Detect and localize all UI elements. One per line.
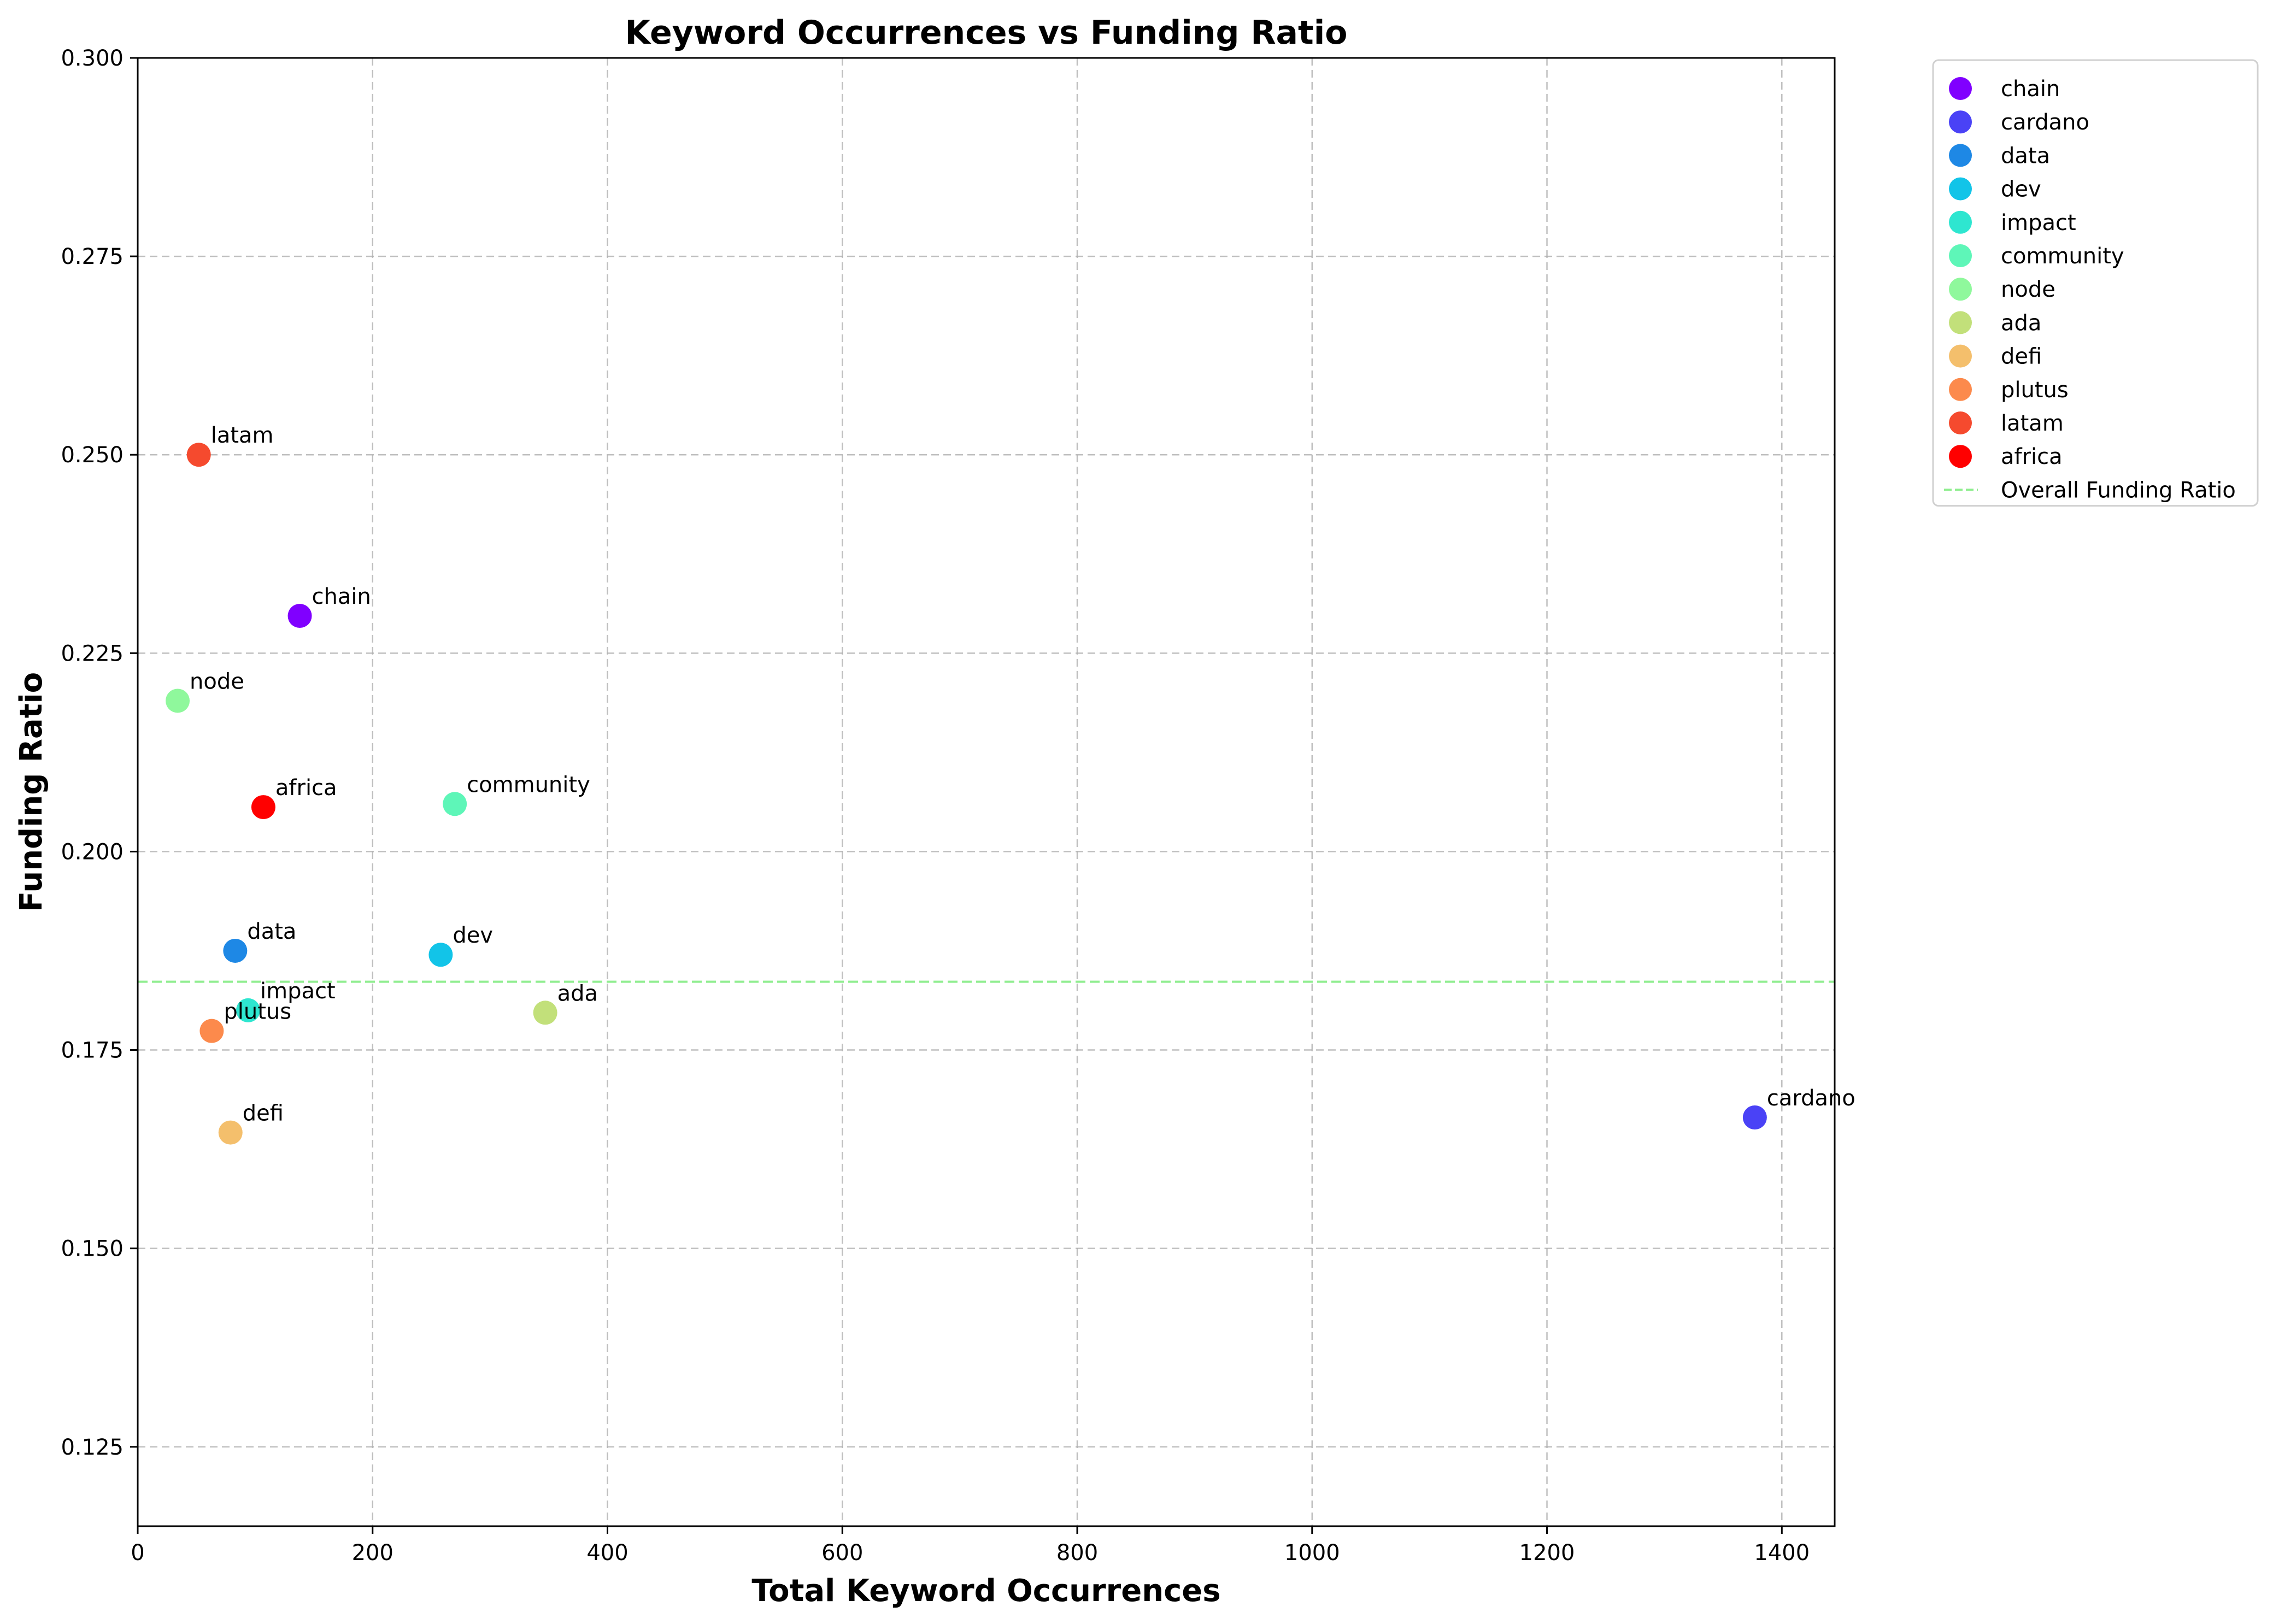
legend-marker-dev bbox=[1949, 177, 1972, 201]
x-tick-label: 1400 bbox=[1754, 1540, 1810, 1566]
point-label-dev: dev bbox=[453, 923, 493, 948]
data-point-latam bbox=[186, 443, 211, 467]
y-tick-label: 0.200 bbox=[61, 839, 124, 864]
legend-label-latam: latam bbox=[2001, 411, 2064, 436]
data-point-node bbox=[166, 689, 190, 713]
y-axis-label: Funding Ratio bbox=[14, 672, 49, 912]
legend-label-dev: dev bbox=[2001, 177, 2041, 202]
plot-frame bbox=[137, 57, 1836, 1527]
y-tick-label: 0.275 bbox=[61, 244, 124, 269]
legend-marker-impact bbox=[1949, 210, 1972, 234]
legend-marker-defi bbox=[1949, 344, 1972, 368]
legend-marker-chain bbox=[1949, 77, 1972, 100]
legend-label-community: community bbox=[2001, 244, 2124, 269]
data-point-ada bbox=[533, 1001, 557, 1025]
legend-marker-latam bbox=[1949, 411, 1972, 434]
x-axis-label: Total Keyword Occurrences bbox=[751, 1573, 1220, 1609]
point-label-cardano: cardano bbox=[1767, 1086, 1855, 1111]
y-tick-label: 0.150 bbox=[61, 1237, 124, 1262]
legend-label-overall-funding-ratio: Overall Funding Ratio bbox=[2001, 478, 2236, 503]
legend-label-cardano: cardano bbox=[2001, 110, 2089, 135]
x-tick-label: 1200 bbox=[1519, 1540, 1575, 1566]
legend-marker-community bbox=[1949, 244, 1972, 267]
point-label-chain: chain bbox=[312, 584, 371, 609]
point-label-ada: ada bbox=[557, 981, 598, 1006]
legend: chain cardano data dev impact community node ad… bbox=[1932, 59, 2259, 507]
chart-title: Keyword Occurrences vs Funding Ratio bbox=[625, 14, 1348, 52]
legend-label-ada: ada bbox=[2001, 310, 2041, 336]
x-tick-label: 600 bbox=[821, 1540, 863, 1566]
data-point-africa bbox=[251, 795, 275, 820]
data-point-impact bbox=[236, 998, 260, 1022]
x-tick-label: 400 bbox=[586, 1540, 628, 1566]
point-labels: chain cardano data dev impact community node ad… bbox=[190, 423, 1855, 1126]
legend-label-defi: defi bbox=[2001, 344, 2042, 369]
legend-marker-cardano bbox=[1949, 110, 1972, 134]
legend-label-plutus: plutus bbox=[2001, 378, 2069, 403]
legend-marker-data bbox=[1949, 144, 1972, 167]
data-points bbox=[166, 443, 1767, 1145]
y-tick-label: 0.175 bbox=[61, 1038, 124, 1063]
legend-label-impact: impact bbox=[2001, 210, 2076, 236]
x-tick-label: 1000 bbox=[1284, 1540, 1340, 1566]
legend-marker-plutus bbox=[1949, 378, 1972, 401]
point-label-defi: defi bbox=[243, 1101, 284, 1126]
legend-label-node: node bbox=[2001, 277, 2055, 302]
point-label-node: node bbox=[190, 669, 244, 694]
legend-marker-ada bbox=[1949, 311, 1972, 334]
point-label-impact: impact bbox=[260, 979, 336, 1004]
axis-ticks: 0 200 400 600 800 1000 1200 1400 0.125 0.150 0.175… bbox=[61, 46, 1810, 1566]
data-point-dev bbox=[428, 943, 453, 967]
x-tick-label: 200 bbox=[352, 1540, 393, 1566]
legend-marker-africa bbox=[1949, 445, 1972, 468]
data-point-plutus bbox=[199, 1019, 224, 1043]
point-label-africa: africa bbox=[275, 775, 337, 801]
point-label-community: community bbox=[467, 772, 590, 797]
data-point-data bbox=[223, 938, 248, 963]
y-tick-label: 0.125 bbox=[61, 1435, 124, 1460]
legend-label-chain: chain bbox=[2001, 77, 2060, 102]
y-tick-label: 0.300 bbox=[61, 46, 124, 71]
x-tick-label: 800 bbox=[1056, 1540, 1098, 1566]
point-label-latam: latam bbox=[211, 423, 274, 448]
data-point-defi bbox=[218, 1120, 243, 1145]
data-point-cardano bbox=[1742, 1105, 1767, 1129]
y-tick-label: 0.225 bbox=[61, 641, 124, 666]
point-label-data: data bbox=[247, 919, 296, 944]
legend-label-data: data bbox=[2001, 143, 2050, 168]
legend-box bbox=[1932, 59, 2259, 507]
point-label-plutus: plutus bbox=[224, 999, 291, 1025]
data-point-community bbox=[443, 792, 467, 816]
data-point-chain bbox=[287, 604, 312, 628]
legend-label-africa: africa bbox=[2001, 444, 2063, 469]
x-tick-label: 0 bbox=[131, 1540, 144, 1566]
y-tick-label: 0.250 bbox=[61, 443, 124, 468]
legend-marker-node bbox=[1949, 278, 1972, 301]
